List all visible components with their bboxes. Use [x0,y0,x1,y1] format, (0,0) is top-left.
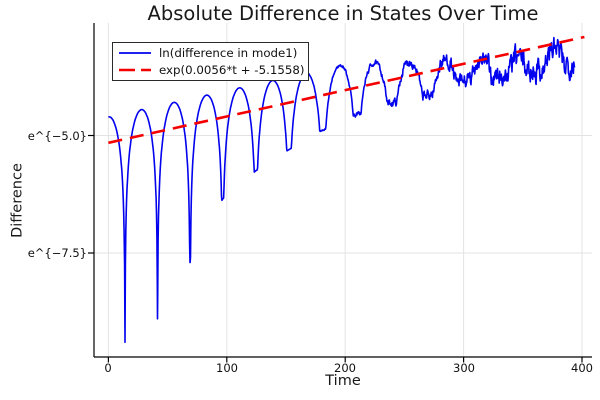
legend-box: ln(difference in mode1) exp(0.0056*t + -… [112,42,309,81]
legend-item-fit: exp(0.0056*t + -5.1558) [118,62,304,79]
y-tick-label: e^{−7.5} [27,246,87,260]
chart-title: Absolute Difference in States Over Time [147,2,539,25]
x-tick-label: 100 [216,361,238,375]
y-tick-label: e^{−5.0} [27,129,87,143]
legend-item-series: ln(difference in mode1) [118,44,304,61]
legend-item-label: ln(difference in mode1) [159,45,298,60]
x-tick-label: 200 [334,361,356,375]
legend-solid-line-icon [119,51,151,54]
x-tick-label: 0 [104,361,112,375]
legend-dashed-line-icon [119,68,151,72]
x-axis-label: Time [325,373,361,389]
difference-series-line [108,36,576,344]
x-tick-label: 300 [453,361,475,375]
legend-item-label: exp(0.0056*t + -5.1558) [159,63,305,78]
x-tick-label: 400 [571,361,593,375]
exp-fit-line [108,35,585,145]
